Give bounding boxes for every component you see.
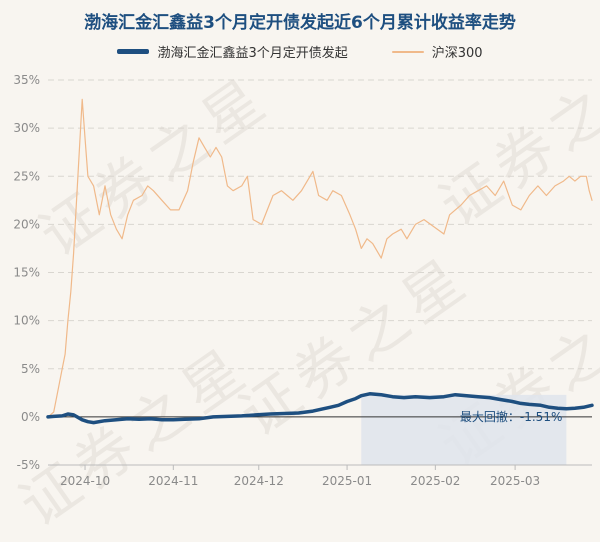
legend-item-index[interactable]: 沪深300	[391, 42, 483, 61]
legend-swatch-fund	[117, 49, 150, 54]
legend-swatch-index	[391, 50, 424, 53]
y-tick-label: 25%	[13, 169, 40, 183]
chart-title: 渤海汇金汇鑫益3个月定开债发起近6个月累计收益率走势	[84, 13, 516, 33]
x-tick-label: 2024-11	[148, 474, 198, 488]
line-chart: -5% 0% 5% 10% 15% 20% 25% 30% 35% 2024-10 2024-11 2…	[13, 73, 594, 488]
drawdown-region	[361, 394, 567, 465]
y-tick-label: 15%	[13, 266, 40, 280]
x-tick-label: 2024-12	[234, 474, 284, 488]
x-tick-label: 2024-10	[60, 474, 110, 488]
series-line-fund	[46, 392, 594, 425]
y-tick-label: 30%	[13, 121, 40, 135]
y-tick-label: -5%	[17, 458, 40, 472]
y-tick-label: 10%	[13, 314, 40, 328]
x-tick-label: 2025-03	[490, 474, 540, 488]
legend-label-index: 沪深300	[431, 46, 483, 61]
chart-legend: 渤海汇金汇鑫益3个月定开债发起 沪深300	[0, 42, 600, 61]
y-tick-label: 0%	[21, 410, 40, 424]
y-tick-label: 20%	[13, 217, 40, 231]
x-tick-label: 2025-01	[322, 474, 372, 488]
x-tick-label: 2025-02	[410, 474, 460, 488]
legend-item-fund[interactable]: 渤海汇金汇鑫益3个月定开债发起	[117, 42, 348, 61]
legend-label-fund: 渤海汇金汇鑫益3个月定开债发起	[157, 46, 348, 61]
drawdown-label: 最大回撤：-1.51%	[460, 409, 562, 424]
y-tick-label: 5%	[21, 362, 40, 376]
y-tick-label: 35%	[13, 73, 40, 87]
series-line-index	[47, 98, 593, 418]
